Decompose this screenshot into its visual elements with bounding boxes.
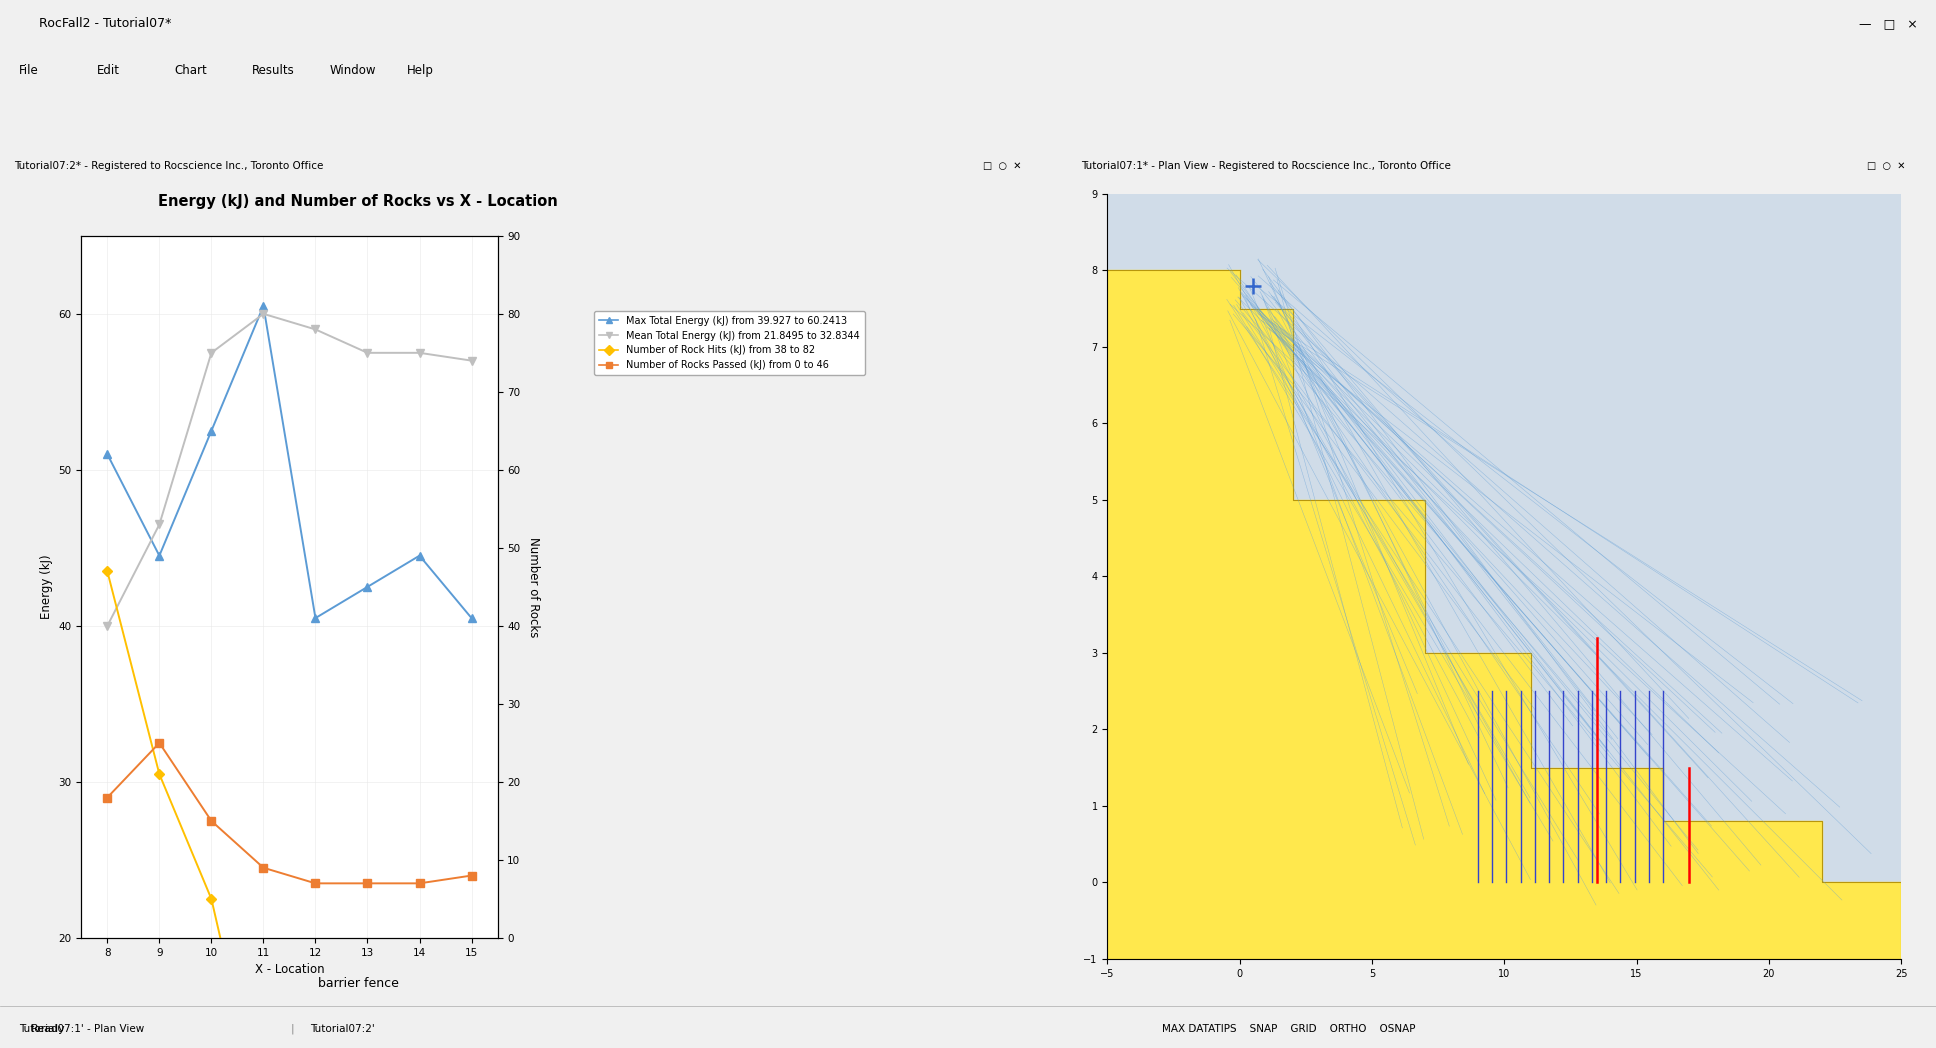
Text: MAX DATATIPS    SNAP    GRID    ORTHO    OSNAP: MAX DATATIPS SNAP GRID ORTHO OSNAP	[1162, 1024, 1415, 1034]
Text: RocFall2 - Tutorial07*: RocFall2 - Tutorial07*	[39, 17, 170, 30]
Text: File: File	[19, 64, 39, 78]
Text: Tutorial07:1' - Plan View: Tutorial07:1' - Plan View	[19, 1024, 145, 1034]
X-axis label: X - Location: X - Location	[256, 963, 323, 977]
Text: □  ○  ✕: □ ○ ✕	[1866, 161, 1905, 171]
Text: Tutorial07:2* - Registered to Rocscience Inc., Toronto Office: Tutorial07:2* - Registered to Rocscience…	[14, 161, 323, 171]
Text: —   □   ×: — □ ×	[1859, 17, 1917, 30]
Text: Help: Help	[407, 64, 434, 78]
Y-axis label: Number of Rocks: Number of Rocks	[527, 537, 540, 637]
Text: Edit: Edit	[97, 64, 120, 78]
Text: □  ○  ✕: □ ○ ✕	[983, 161, 1022, 171]
Legend: Max Total Energy (kJ) from 39.927 to 60.2413, Mean Total Energy (kJ) from 21.849: Max Total Energy (kJ) from 39.927 to 60.…	[594, 311, 865, 375]
Text: Results: Results	[252, 64, 294, 78]
Text: Tutorial07:1* - Plan View - Registered to Rocscience Inc., Toronto Office: Tutorial07:1* - Plan View - Registered t…	[1080, 161, 1450, 171]
Text: |: |	[290, 1024, 294, 1034]
Text: Ready: Ready	[31, 1024, 66, 1034]
Polygon shape	[1107, 270, 1901, 959]
Text: barrier fence: barrier fence	[318, 978, 399, 990]
Text: Energy (kJ) and Number of Rocks vs X - Location: Energy (kJ) and Number of Rocks vs X - L…	[159, 194, 558, 209]
Y-axis label: Energy (kJ): Energy (kJ)	[41, 554, 52, 619]
Text: Window: Window	[329, 64, 376, 78]
Text: Chart: Chart	[174, 64, 207, 78]
Text: Tutorial07:2': Tutorial07:2'	[310, 1024, 374, 1034]
